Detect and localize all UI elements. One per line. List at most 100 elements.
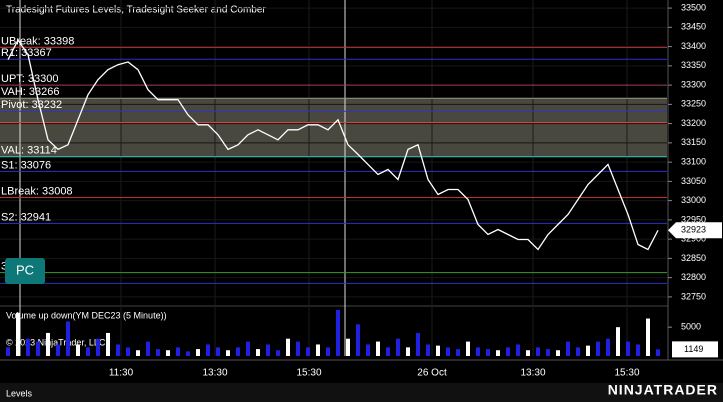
volume-bar [646, 318, 650, 356]
volume-bar [136, 350, 140, 356]
volume-bar [456, 349, 460, 356]
y-tick-label: 32850 [681, 253, 706, 263]
volume-bar [606, 338, 610, 356]
tab-label[interactable]: Levels [6, 388, 33, 398]
volume-bar [476, 347, 480, 356]
volume-bar [116, 344, 120, 356]
level-label: LBreak: 33008 [1, 185, 73, 197]
volume-bar [266, 344, 270, 356]
volume-bar [16, 312, 20, 356]
volume-bar [26, 338, 30, 356]
volume-bar [6, 347, 10, 356]
y-tick-label: 33350 [681, 60, 706, 70]
y-tick-label: 33500 [681, 2, 706, 12]
y-tick-label: 33450 [681, 22, 706, 32]
volume-bar [276, 350, 280, 356]
volume-bar [506, 347, 510, 356]
volume-bar [516, 344, 520, 356]
chart-title: Tradesight Futures Levels, Tradesight Se… [6, 5, 266, 16]
y-tick-label: 33150 [681, 137, 706, 147]
y-tick-label: 33250 [681, 99, 706, 109]
value-area [0, 98, 667, 157]
last-volume-label: 1149 [684, 344, 703, 354]
volume-bar [96, 338, 100, 356]
volume-bar [346, 338, 350, 356]
volume-tick-label: 5000 [681, 322, 701, 332]
volume-bar [146, 341, 150, 356]
pc-button-bg[interactable] [5, 258, 45, 284]
volume-bar [406, 347, 410, 356]
volume-bar [386, 347, 390, 356]
volume-bar [196, 349, 200, 356]
y-tick-label: 33200 [681, 118, 706, 128]
volume-bar [236, 347, 240, 356]
volume-bar [536, 347, 540, 356]
volume-bar [486, 349, 490, 356]
level-label: S2: 32941 [1, 211, 51, 223]
volume-bar [626, 341, 630, 356]
x-tick-label: 13:30 [520, 368, 545, 379]
y-tick-label: 32950 [681, 214, 706, 224]
last-price-box [668, 222, 722, 239]
volume-bar [426, 344, 430, 356]
y-tick-label: 33400 [681, 41, 706, 51]
y-tick-label: 32750 [681, 291, 706, 301]
volume-bar [166, 350, 170, 356]
volume-bar [556, 350, 560, 356]
last-volume-box [672, 341, 718, 358]
volume-title: Volume up down(YM DEC23 (5 Minute)) [6, 310, 167, 320]
y-tick-label: 33000 [681, 195, 706, 205]
volume-bar [436, 345, 440, 356]
volume-bar [316, 344, 320, 356]
volume-bar [46, 332, 50, 356]
volume-bar [306, 347, 310, 356]
x-tick-label: 26 Oct [417, 368, 447, 379]
y-tick-label: 33100 [681, 157, 706, 167]
volume-bar [186, 351, 190, 356]
volume-bar [336, 309, 340, 356]
volume-bar [376, 341, 380, 356]
volume-bar [86, 347, 90, 356]
volume-bar [36, 341, 40, 356]
volume-bar [296, 341, 300, 356]
level-label: VAH: 33266 [1, 86, 60, 98]
x-tick-label: 15:30 [296, 368, 321, 379]
volume-bar [256, 349, 260, 356]
pc-button[interactable]: PC [5, 258, 45, 284]
volume-bar [356, 324, 360, 356]
volume-bar [496, 350, 500, 356]
tab-bar [0, 383, 723, 402]
last-price-label: 32923 [681, 225, 706, 235]
x-tick-label: 15:30 [614, 368, 639, 379]
y-tick-label: 32900 [681, 234, 706, 244]
y-tick-label: 32800 [681, 272, 706, 282]
volume-bar [566, 341, 570, 356]
volume-bar [106, 332, 110, 356]
level-label: UBreak: 33398 [1, 35, 74, 47]
volume-bar [596, 341, 600, 356]
volume-bar [126, 347, 130, 356]
pc-button-label[interactable]: PC [16, 262, 34, 277]
y-tick-label: 33300 [681, 79, 706, 89]
volume-bar [326, 347, 330, 356]
level-label: Pivot: 33232 [1, 99, 62, 111]
copyright: © 2023 NinjaTrader, LLC [6, 337, 106, 347]
volume-bar [56, 344, 60, 356]
volume-bar [286, 338, 290, 356]
x-tick-label: 13:30 [202, 368, 227, 379]
volume-bar [396, 338, 400, 356]
volume-bar [546, 349, 550, 356]
level-label: VAL: 33114 [1, 145, 57, 157]
volume-bar [616, 327, 620, 356]
volume-bar [156, 349, 160, 356]
volume-bar [526, 350, 530, 356]
volume-bar [176, 347, 180, 356]
volume-bar [466, 341, 470, 356]
y-tick-label: 33050 [681, 176, 706, 186]
x-tick-label: 11:30 [109, 368, 134, 379]
volume-bar [226, 350, 230, 356]
volume-bar [366, 344, 370, 356]
volume-bar [246, 341, 250, 356]
level-label: UPT: 33300 [1, 73, 58, 85]
